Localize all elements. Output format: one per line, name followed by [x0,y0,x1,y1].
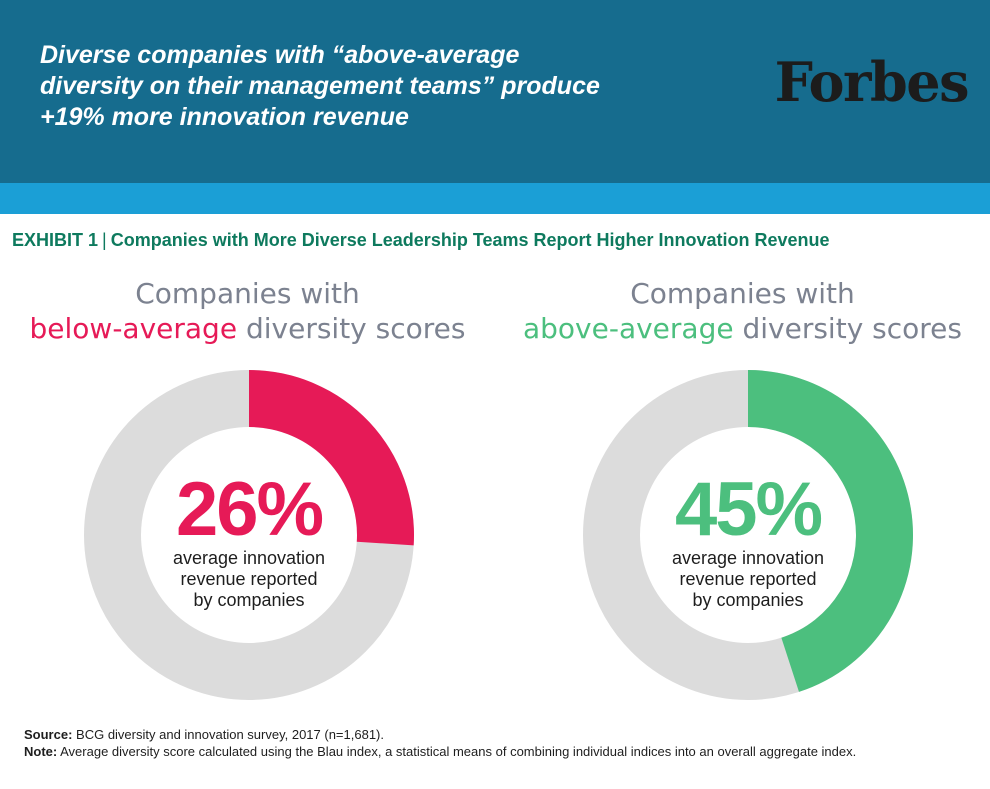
caption-line: by companies [692,590,804,610]
header-stripe [0,183,990,214]
footer-notes: Source: BCG diversity and innovation sur… [24,726,964,760]
headline-line: diversity on their management teams” pro… [40,72,600,100]
right-donut-value: 45% [674,467,823,552]
caption-line: by companies [193,590,305,610]
exhibit-label: EXHIBIT 1 [12,230,99,250]
note-text: Average diversity score calculated using… [60,744,857,759]
exhibit-title: Companies with More Diverse Leadership T… [110,230,830,250]
headline-line: +19% more innovation revenue [40,103,409,131]
left-heading-suffix: diversity scores [245,312,466,345]
forbes-logo: Forbes [774,50,970,114]
headline: Diverse companies with “above-average di… [40,40,720,133]
left-donut-value: 26% [175,467,324,552]
caption-line: average innovation [172,548,326,568]
source-line: Source: BCG diversity and innovation sur… [24,726,964,743]
exhibit-separator: | [102,230,107,250]
right-heading-suffix: diversity scores [742,312,962,345]
right-donut-segment [748,370,913,692]
source-label: Source: [24,727,73,742]
left-panel-heading: Companies with below-average diversity s… [0,276,495,346]
right-donut-caption: average innovation revenue reported by c… [583,548,913,611]
caption-line: revenue reported [180,569,318,589]
right-heading-line-1: Companies with [630,277,855,310]
right-heading-highlight: above-average [522,312,734,345]
right-donut-chart: 45% average innovation revenue reported … [583,370,913,700]
left-donut-segment [249,370,414,546]
left-heading-line-2: below-average diversity scores [0,311,495,346]
left-donut-caption: average innovation revenue reported by c… [84,548,414,611]
caption-line: average innovation [671,548,825,568]
source-text: BCG diversity and innovation survey, 201… [76,727,384,742]
right-panel-heading: Companies with above-average diversity s… [495,276,990,346]
left-heading-line-1: Companies with [135,277,360,310]
right-donut-svg [583,370,913,700]
headline-line: Diverse companies with “above-average [40,41,520,69]
left-donut-chart: 26% average innovation revenue reported … [84,370,414,700]
note-line: Note: Average diversity score calculated… [24,743,964,760]
left-heading-highlight: below-average [29,312,238,345]
note-label: Note: [24,744,58,759]
exhibit-title-bar: EXHIBIT 1 | Companies with More Diverse Le… [12,230,830,251]
right-heading-line-2: above-average diversity scores [495,311,990,346]
caption-line: revenue reported [679,569,817,589]
header-banner [0,0,990,183]
left-donut-svg [84,370,414,700]
